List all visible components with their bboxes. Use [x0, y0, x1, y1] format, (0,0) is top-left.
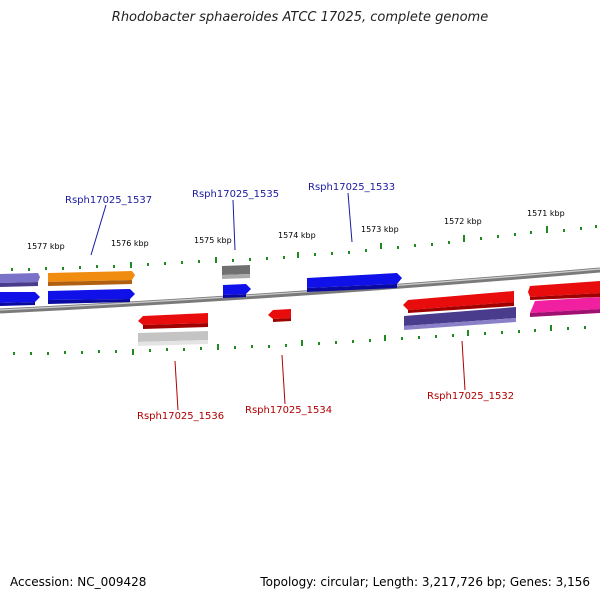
- map-title: Rhodobacter sphaeroides ATCC 17025, comp…: [111, 10, 489, 25]
- scale-label: 1573 kbp: [361, 225, 399, 234]
- gene-label[interactable]: Rsph17025_1535: [192, 189, 279, 200]
- gene-feature[interactable]: [138, 331, 208, 346]
- gene-feature[interactable]: [528, 281, 600, 300]
- scale-label: 1577 kbp: [27, 242, 65, 251]
- gene-label[interactable]: Rsph17025_1537: [65, 195, 152, 206]
- scale-label: 1576 kbp: [111, 239, 149, 248]
- topology-text: Topology: circular; Length: 3,217,726 bp…: [260, 575, 590, 589]
- gene-feature[interactable]: [48, 289, 135, 304]
- gene-feature[interactable]: [530, 297, 600, 317]
- scale-label: 1572 kbp: [444, 217, 482, 226]
- gene-feature[interactable]: [0, 273, 40, 287]
- leader-line: [232, 199, 236, 251]
- gene-feature[interactable]: [48, 271, 135, 286]
- gene-label[interactable]: Rsph17025_1532: [427, 391, 514, 402]
- leader-line: [281, 354, 286, 405]
- gene-feature[interactable]: [403, 291, 514, 313]
- gene-label[interactable]: Rsph17025_1533: [308, 182, 395, 193]
- leader-line: [461, 340, 466, 391]
- leader-line: [347, 192, 353, 243]
- gene-feature[interactable]: [404, 307, 516, 330]
- gene-feature[interactable]: [307, 273, 402, 292]
- gene-feature[interactable]: [268, 309, 291, 322]
- inner-scale-ticks: [13, 325, 586, 355]
- gene-feature[interactable]: [223, 284, 251, 298]
- leader-line: [90, 204, 107, 256]
- scale-label: 1571 kbp: [527, 209, 565, 218]
- outer-scale-ticks: [11, 225, 597, 271]
- leader-line: [174, 360, 179, 411]
- scale-label: 1575 kbp: [194, 236, 232, 245]
- genome-backbone: [0, 267, 600, 314]
- gene-feature[interactable]: [138, 313, 208, 329]
- gene-label[interactable]: Rsph17025_1534: [245, 405, 332, 416]
- gene-label[interactable]: Rsph17025_1536: [137, 411, 224, 422]
- gene-feature[interactable]: [0, 292, 40, 306]
- scale-label: 1574 kbp: [278, 231, 316, 240]
- accession-text: Accession: NC_009428: [10, 575, 147, 589]
- gene-feature[interactable]: [222, 265, 250, 279]
